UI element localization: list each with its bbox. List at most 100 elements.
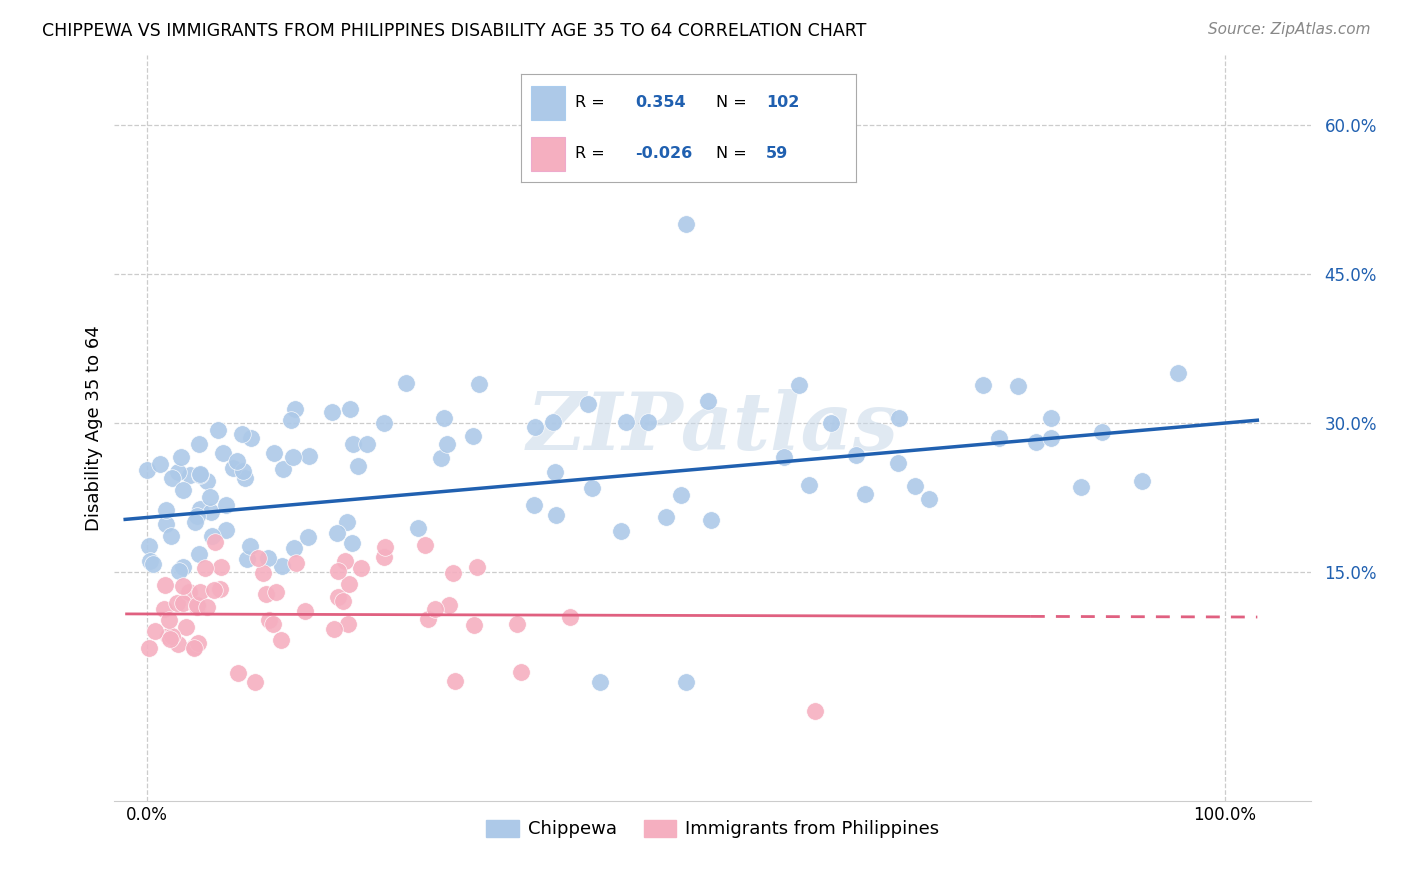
Point: [506, 617, 529, 632]
Point: [333, 554, 356, 568]
Point: [415, 538, 437, 552]
Point: [326, 564, 349, 578]
Point: [153, 578, 176, 592]
Point: [342, 436, 364, 450]
Point: [418, 612, 440, 626]
Point: [280, 413, 302, 427]
Point: [887, 456, 910, 470]
Point: [988, 431, 1011, 445]
Point: [845, 449, 868, 463]
Point: [232, 464, 254, 478]
Point: [239, 539, 262, 553]
Text: 0.0%: 0.0%: [125, 805, 167, 824]
Point: [167, 465, 190, 479]
Point: [1025, 434, 1047, 449]
Point: [423, 602, 446, 616]
Point: [186, 599, 208, 613]
Point: [257, 613, 280, 627]
Point: [254, 587, 277, 601]
Point: [198, 490, 221, 504]
Point: [212, 446, 235, 460]
Point: [162, 470, 184, 484]
Point: [1091, 425, 1114, 439]
Point: [183, 640, 205, 655]
Point: [588, 118, 610, 132]
Point: [159, 632, 181, 647]
Point: [541, 415, 564, 429]
Point: [188, 584, 211, 599]
Legend: Chippewa, Immigrants from Philippines: Chippewa, Immigrants from Philippines: [479, 813, 946, 846]
Point: [138, 540, 160, 554]
Point: [174, 620, 197, 634]
Point: [1167, 367, 1189, 381]
Point: [243, 674, 266, 689]
Point: [160, 529, 183, 543]
Point: [155, 517, 177, 532]
Point: [143, 624, 166, 639]
Point: [283, 450, 305, 464]
Point: [284, 401, 307, 416]
Text: 100.0%: 100.0%: [1194, 805, 1257, 824]
Point: [439, 598, 461, 612]
Point: [179, 467, 201, 482]
Point: [853, 487, 876, 501]
Point: [233, 471, 256, 485]
Point: [524, 419, 547, 434]
Point: [167, 565, 190, 579]
Point: [700, 513, 723, 527]
Point: [231, 426, 253, 441]
Point: [614, 415, 637, 429]
Point: [523, 498, 546, 512]
Point: [1070, 480, 1092, 494]
Point: [675, 217, 697, 231]
Point: [773, 450, 796, 464]
Point: [340, 535, 363, 549]
Point: [193, 560, 215, 574]
Point: [373, 550, 395, 565]
Point: [215, 498, 238, 512]
Point: [222, 460, 245, 475]
Point: [270, 632, 292, 647]
Point: [285, 557, 308, 571]
Point: [188, 501, 211, 516]
Point: [183, 640, 205, 655]
Point: [322, 623, 344, 637]
Point: [209, 559, 232, 574]
Point: [797, 478, 820, 492]
Text: Source: ZipAtlas.com: Source: ZipAtlas.com: [1208, 22, 1371, 37]
Point: [336, 515, 359, 529]
Point: [201, 529, 224, 543]
Point: [820, 416, 842, 430]
Point: [257, 550, 280, 565]
Point: [172, 483, 194, 497]
Point: [465, 560, 488, 574]
Point: [156, 629, 179, 643]
Point: [202, 582, 225, 597]
Point: [337, 577, 360, 591]
Point: [430, 450, 453, 465]
Point: [918, 491, 941, 506]
Point: [170, 450, 193, 464]
Point: [374, 540, 396, 554]
Point: [226, 666, 249, 681]
Point: [1130, 475, 1153, 489]
Point: [443, 566, 465, 580]
Point: [153, 602, 176, 616]
Point: [138, 641, 160, 656]
Point: [1040, 432, 1063, 446]
Point: [188, 547, 211, 561]
Point: [187, 636, 209, 650]
Point: [889, 411, 911, 425]
Point: [332, 594, 354, 608]
Point: [262, 616, 284, 631]
Point: [972, 377, 994, 392]
Point: [172, 578, 194, 592]
Point: [195, 475, 218, 489]
Point: [270, 559, 292, 574]
Point: [350, 561, 373, 575]
Point: [184, 515, 207, 529]
Point: [637, 415, 659, 429]
Point: [142, 557, 165, 571]
Y-axis label: Disability Age 35 to 64: Disability Age 35 to 64: [86, 326, 103, 531]
Point: [406, 521, 429, 535]
